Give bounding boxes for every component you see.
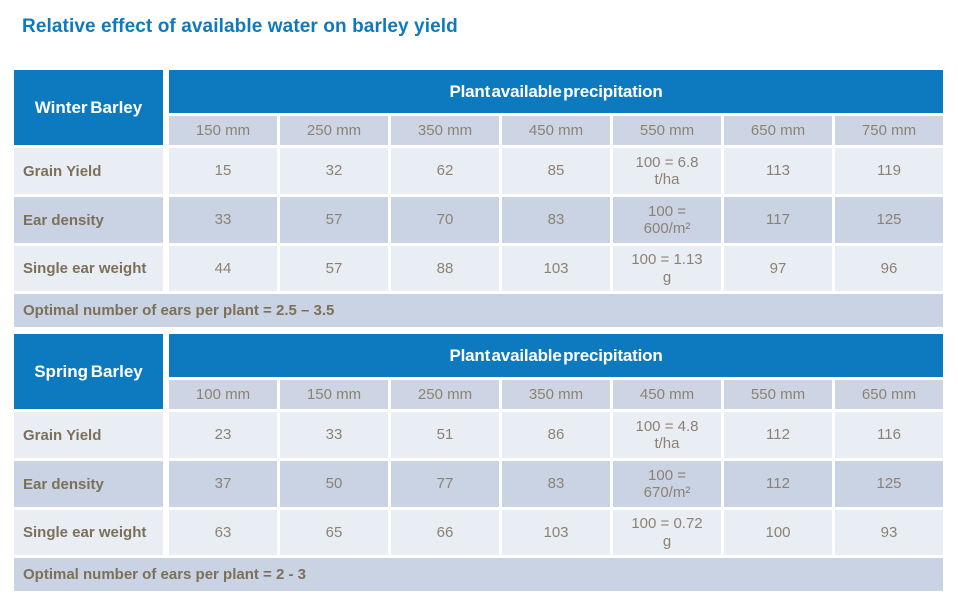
value-cell: 100 = 4.8 t/ha	[613, 412, 721, 458]
column-header: 450 mm	[502, 116, 610, 145]
row-label: Single ear weight	[14, 246, 166, 291]
value-cell: 100	[724, 510, 832, 555]
footer-note: Optimal number of ears per plant = 2 - 3	[14, 558, 943, 591]
value-cell: 37	[169, 461, 277, 507]
row-label: Ear density	[14, 197, 166, 243]
column-header: 350 mm	[502, 380, 610, 409]
column-header: 650 mm	[724, 116, 832, 145]
value-cell: 85	[502, 148, 610, 194]
column-header: 550 mm	[613, 116, 721, 145]
value-cell: 62	[391, 148, 499, 194]
precipitation-header: Plant available precipitation	[169, 334, 943, 377]
value-cell: 112	[724, 412, 832, 458]
spring-barley-table: Spring Barley Plant available precipitati…	[14, 334, 943, 591]
value-cell: 112	[724, 461, 832, 507]
value-cell: 117	[724, 197, 832, 243]
value-cell: 63	[169, 510, 277, 555]
value-cell: 66	[391, 510, 499, 555]
value-cell: 100 = 0.72 g	[613, 510, 721, 555]
row-label: Grain Yield	[14, 412, 166, 458]
column-header: 150 mm	[169, 116, 277, 145]
value-cell: 65	[280, 510, 388, 555]
value-cell: 83	[502, 197, 610, 243]
column-header: 350 mm	[391, 116, 499, 145]
value-cell: 119	[835, 148, 943, 194]
column-header: 450 mm	[613, 380, 721, 409]
tables-container: Winter Barley Plant available precipitati…	[14, 70, 943, 591]
column-header: 750 mm	[835, 116, 943, 145]
value-cell: 57	[280, 197, 388, 243]
value-cell: 125	[835, 197, 943, 243]
precipitation-header: Plant available precipitation	[169, 70, 943, 113]
value-cell: 100 = 600/m²	[613, 197, 721, 243]
row-label: Ear density	[14, 461, 166, 507]
value-cell: 50	[280, 461, 388, 507]
row-label: Grain Yield	[14, 148, 166, 194]
column-header: 250 mm	[391, 380, 499, 409]
footer-note: Optimal number of ears per plant = 2.5 –…	[14, 294, 943, 327]
value-cell: 23	[169, 412, 277, 458]
value-cell: 83	[502, 461, 610, 507]
column-header: 100 mm	[169, 380, 277, 409]
value-cell: 97	[724, 246, 832, 291]
value-cell: 44	[169, 246, 277, 291]
value-cell: 86	[502, 412, 610, 458]
value-cell: 15	[169, 148, 277, 194]
table-name-cell: Winter Barley	[14, 70, 166, 145]
value-cell: 51	[391, 412, 499, 458]
row-label: Single ear weight	[14, 510, 166, 555]
column-header: 150 mm	[280, 380, 388, 409]
winter-barley-table: Winter Barley Plant available precipitati…	[14, 70, 943, 327]
value-cell: 70	[391, 197, 499, 243]
value-cell: 77	[391, 461, 499, 507]
value-cell: 93	[835, 510, 943, 555]
value-cell: 32	[280, 148, 388, 194]
table-name-cell: Spring Barley	[14, 334, 166, 409]
column-header: 250 mm	[280, 116, 388, 145]
value-cell: 33	[169, 197, 277, 243]
value-cell: 100 = 670/m²	[613, 461, 721, 507]
value-cell: 100 = 6.8 t/ha	[613, 148, 721, 194]
value-cell: 88	[391, 246, 499, 291]
value-cell: 57	[280, 246, 388, 291]
value-cell: 113	[724, 148, 832, 194]
value-cell: 116	[835, 412, 943, 458]
value-cell: 103	[502, 246, 610, 291]
value-cell: 96	[835, 246, 943, 291]
page-title: Relative effect of available water on ba…	[22, 16, 458, 37]
column-header: 650 mm	[835, 380, 943, 409]
column-header: 550 mm	[724, 380, 832, 409]
value-cell: 125	[835, 461, 943, 507]
value-cell: 100 = 1.13 g	[613, 246, 721, 291]
value-cell: 103	[502, 510, 610, 555]
value-cell: 33	[280, 412, 388, 458]
